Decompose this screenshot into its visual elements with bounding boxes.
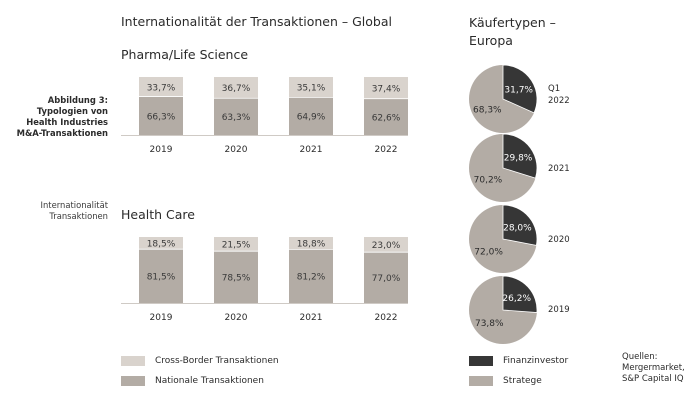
bar-cross-border [139, 237, 183, 250]
bar-cross-border [214, 237, 258, 252]
legend-label-cross-border: Cross-Border Transaktionen [155, 356, 279, 366]
data-label-cross-border: 18,5% [147, 240, 176, 250]
healthcare-subtitle: Health Care [121, 207, 195, 222]
data-label-national: 62,6% [372, 113, 401, 123]
x-tick-label: 2022 [375, 145, 398, 155]
data-label-cross-border: 21,5% [222, 241, 251, 251]
x-tick-label: 2021 [300, 313, 323, 323]
pie-period-label: 2020 [548, 235, 570, 245]
figure-caption: Abbildung 3: Typologien von Health Indus… [16, 95, 108, 138]
bar-cross-border [139, 77, 183, 97]
pie-label-strategic: 68,3% [473, 106, 502, 116]
pie-period-label: 2019 [548, 305, 570, 315]
data-label-national: 78,5% [222, 274, 251, 284]
bar-cross-border [364, 77, 408, 99]
data-label-cross-border: 23,0% [372, 241, 401, 251]
legend-swatch-finance [469, 356, 493, 366]
section-caption: Internationalität Transaktionen [40, 200, 108, 221]
legend-label-strategic: Stratege [503, 376, 542, 386]
bar-national [364, 98, 408, 135]
pie-label-strategic: 73,8% [475, 319, 504, 329]
x-tick-label: 2022 [375, 313, 398, 323]
bar-cross-border [364, 237, 408, 253]
buyer-types-title: Käufertypen – Europa [469, 15, 556, 48]
data-label-cross-border: 35,1% [297, 84, 326, 94]
pie-label-finance: 29,8% [504, 153, 533, 163]
buyer-type-pies: 31,7% 68,3% 29,8% 70,2% 28,0% 72,0% 26,2% 73,8% [469, 64, 538, 344]
chart-title: Internationalität der Transaktionen – Gl… [121, 14, 392, 29]
data-label-national: 64,9% [297, 113, 326, 123]
x-tick-label: 2020 [225, 145, 248, 155]
healthcare-bar-chart: 18,5% 81,5% 2019 21,5% 78,5% 2020 18,8% 81,2% 20… [121, 237, 408, 323]
pie-label-finance: 31,7% [504, 85, 533, 95]
legend-swatch-national [121, 376, 145, 386]
x-tick-label: 2019 [150, 145, 173, 155]
bar-national [289, 97, 333, 135]
data-label-national: 77,0% [372, 274, 401, 284]
pie-slice-finance [502, 64, 538, 114]
pie-label-strategic: 72,0% [474, 247, 503, 257]
bar-national [214, 98, 258, 135]
bar-cross-border [289, 237, 333, 250]
pie-label-strategic: 70,2% [474, 176, 503, 186]
pie-slice-finance [502, 133, 538, 179]
bar-cross-border [289, 77, 333, 98]
x-tick-label: 2020 [225, 313, 248, 323]
data-label-national: 81,2% [297, 273, 326, 283]
data-label-cross-border: 33,7% [147, 83, 176, 93]
data-label-national: 66,3% [147, 112, 176, 122]
bar-national [289, 249, 333, 303]
pie-slice-finance [502, 204, 538, 246]
pie-slice-finance [502, 275, 538, 313]
data-label-cross-border: 37,4% [372, 84, 401, 94]
pie-label-finance: 28,0% [503, 224, 532, 234]
pie-label-finance: 26,2% [502, 294, 531, 304]
data-label-cross-border: 18,8% [297, 240, 326, 250]
data-label-cross-border: 36,7% [222, 84, 251, 94]
bar-national [364, 252, 408, 303]
pharma-bar-chart: 33,7% 66,3% 2019 36,7% 63,3% 2020 35,1% 64,9% 20… [121, 77, 408, 155]
bar-national [139, 96, 183, 135]
pie-period-label: 2021 [548, 164, 570, 174]
legend-swatch-cross-border [121, 356, 145, 366]
legend-swatch-strategic [469, 376, 493, 386]
bar-national [139, 249, 183, 303]
source-note: Quellen: Mergermarket, S&P Capital IQ [622, 352, 685, 384]
legend-label-finance: Finanzinvestor [503, 356, 569, 366]
data-label-national: 63,3% [222, 113, 251, 123]
x-tick-label: 2019 [150, 313, 173, 323]
bar-national [214, 251, 258, 303]
pie-period-label: Q1 2022 [548, 84, 570, 106]
data-label-national: 81,5% [147, 273, 176, 283]
x-tick-label: 2021 [300, 145, 323, 155]
bar-cross-border [214, 77, 258, 99]
legend-label-national: Nationale Transaktionen [155, 376, 264, 386]
pharma-subtitle: Pharma/Life Science [121, 47, 249, 62]
